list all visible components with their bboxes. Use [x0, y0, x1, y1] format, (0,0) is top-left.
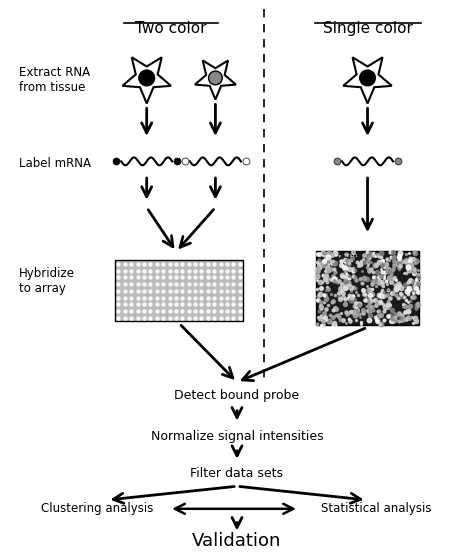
Bar: [115, 261, 243, 321]
Text: Statistical analysis: Statistical analysis: [321, 502, 432, 516]
Circle shape: [360, 70, 375, 86]
Text: Validation: Validation: [192, 532, 282, 550]
Text: Clustering analysis: Clustering analysis: [41, 502, 154, 516]
Polygon shape: [195, 61, 236, 99]
Text: Hybridize
to array: Hybridize to array: [19, 267, 75, 295]
Circle shape: [209, 71, 222, 85]
Text: Extract RNA
from tissue: Extract RNA from tissue: [19, 66, 90, 94]
Text: Detect bound probe: Detect bound probe: [174, 389, 300, 402]
Polygon shape: [343, 57, 392, 103]
Text: Filter data sets: Filter data sets: [191, 467, 283, 480]
Bar: [316, 251, 419, 325]
Text: Single color: Single color: [323, 21, 412, 36]
Circle shape: [139, 70, 155, 86]
Text: Label mRNA: Label mRNA: [19, 157, 91, 170]
Text: Normalize signal intensities: Normalize signal intensities: [151, 429, 323, 443]
Polygon shape: [122, 57, 171, 103]
Text: Two color: Two color: [136, 21, 207, 36]
Text: GeneChip  TEST1: GeneChip TEST1: [320, 254, 357, 258]
